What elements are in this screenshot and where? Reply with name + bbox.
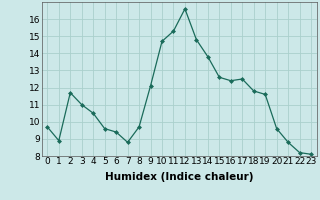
X-axis label: Humidex (Indice chaleur): Humidex (Indice chaleur) [105,172,253,182]
